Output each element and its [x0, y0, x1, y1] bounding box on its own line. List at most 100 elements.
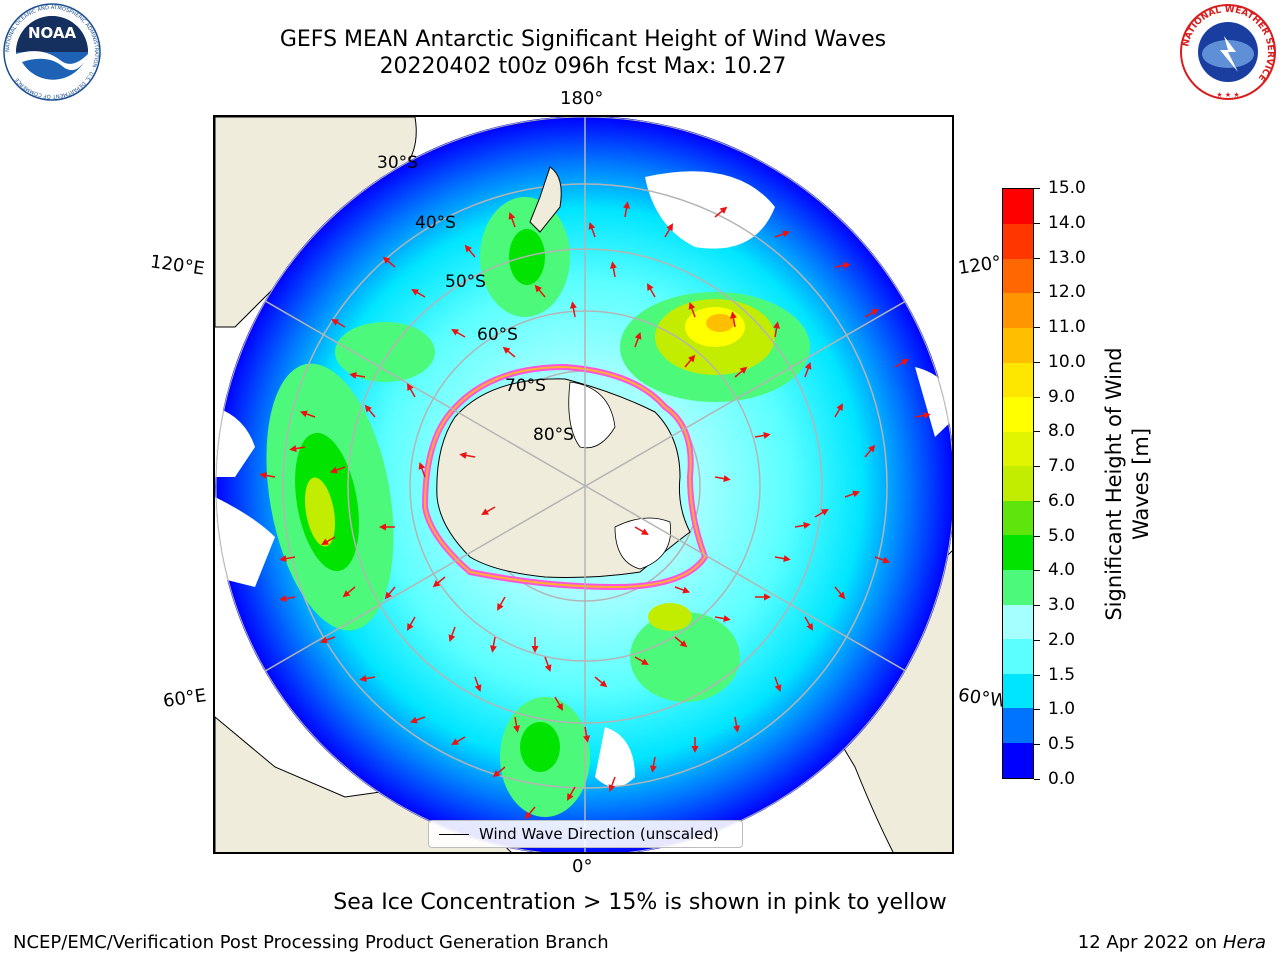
lat-label-50s: 50°S	[445, 272, 486, 292]
lat-label-30s: 30°S	[377, 153, 418, 173]
wind-wave-arrow	[432, 576, 446, 588]
wind-wave-arrow	[379, 523, 395, 531]
sea-ice-note: Sea Ice Concentration > 15% is shown in …	[333, 890, 947, 915]
wind-wave-arrow	[279, 555, 296, 563]
nws-logo: NATIONAL WEATHER SERVICE ★ ★ ★	[1180, 4, 1276, 100]
colorbar-segment	[1003, 500, 1033, 536]
colorbar-segment	[1003, 569, 1033, 605]
wind-wave-arrow	[714, 206, 728, 218]
colorbar-segment	[1003, 673, 1033, 709]
wind-wave-arrow	[608, 776, 616, 793]
wind-wave-arrow	[329, 466, 346, 474]
wind-wave-arrow	[691, 737, 699, 753]
legend-line-sample	[439, 834, 469, 835]
wind-wave-arrow	[623, 201, 631, 218]
wave-blob-drake	[630, 612, 740, 702]
wind-wave-arrow	[864, 444, 876, 458]
colorbar-tick	[1034, 744, 1040, 746]
wind-wave-arrow	[321, 536, 336, 545]
wind-wave-arrow	[834, 261, 851, 269]
colorbar-tick-label: 15.0	[1048, 178, 1086, 198]
colorbar-tick-label: 11.0	[1048, 317, 1086, 338]
wind-wave-arrow	[289, 445, 306, 453]
wind-wave-arrow	[914, 411, 931, 419]
wind-wave-arrow	[773, 321, 781, 338]
noaa-logo: NOAA NATIONAL OCEANIC AND ATMOSPHERIC AD…	[3, 3, 101, 101]
wind-wave-arrows	[259, 201, 931, 820]
wind-wave-arrow	[448, 626, 456, 643]
chart-subtitle: 20220402 t00z 096h fcst Max: 10.27	[379, 54, 787, 79]
lat-label-80s: 80°S	[533, 425, 574, 445]
wind-wave-arrow	[774, 676, 782, 693]
wind-wave-arrow	[342, 586, 356, 598]
colorbar-tick-label: 3.0	[1048, 595, 1076, 616]
wind-wave-arrow	[544, 656, 552, 673]
wind-wave-arrow	[459, 451, 476, 459]
colorbar-title-line1: Significant Height of Wind	[1102, 347, 1126, 621]
colorbar-tick	[1034, 396, 1040, 398]
colorbar-tick	[1034, 605, 1040, 607]
wind-wave-arrow	[774, 555, 791, 563]
wind-wave-arrow	[594, 676, 608, 688]
wind-wave-arrow	[489, 636, 497, 653]
polar-map	[215, 117, 952, 852]
colorbar-tick-label: 12.0	[1048, 282, 1086, 303]
colorbar-segment	[1003, 327, 1033, 363]
colorbar-tick	[1034, 779, 1040, 780]
wind-wave-arrow	[349, 371, 366, 379]
colorbar-tick	[1034, 361, 1040, 363]
weddell-ice-shelf	[614, 517, 672, 570]
wind-wave-arrow	[407, 383, 416, 398]
colorbar-tick	[1034, 222, 1040, 224]
colorbar-tick	[1034, 188, 1040, 189]
wind-wave-arrow	[513, 716, 521, 733]
meridian-label-60e: 60°E	[161, 685, 208, 712]
wind-wave-arrow	[319, 636, 336, 644]
wind-wave-arrow	[634, 656, 649, 665]
wind-wave-arrow	[502, 346, 516, 358]
colorbar-tick-label: 10.0	[1048, 351, 1086, 372]
colorbar-segment	[1003, 361, 1033, 398]
meridians	[215, 117, 952, 852]
wind-wave-arrow	[531, 637, 539, 653]
wind-wave-arrow	[279, 595, 296, 603]
colorbar-title-line2: Waves [m]	[1129, 427, 1153, 541]
colorbar-tick-label: 8.0	[1048, 421, 1076, 442]
wind-wave-arrow	[894, 359, 909, 368]
colorbar-tick	[1034, 500, 1040, 502]
machine-name: Hera	[1222, 932, 1266, 953]
wind-wave-arrow	[508, 211, 516, 228]
lat-label-60s: 60°S	[477, 325, 518, 345]
colorbar-tick-label: 4.0	[1048, 560, 1076, 581]
colorbar-segment	[1003, 223, 1033, 259]
meridian-label-120w: 120°	[956, 252, 1003, 279]
date-text: 12 Apr 2022	[1077, 932, 1190, 953]
wind-wave-arrow	[634, 526, 649, 535]
noaa-logo-text: NOAA	[28, 24, 77, 42]
wind-wave-arrow	[674, 636, 688, 648]
wind-wave-arrow	[804, 616, 813, 631]
colorbar-tick-label: 5.0	[1048, 525, 1076, 546]
colorbar-tick	[1034, 709, 1040, 711]
wind-wave-arrow	[567, 786, 576, 801]
colorbar-segment	[1003, 465, 1033, 501]
colorbar	[1002, 188, 1034, 779]
wind-wave-arrow	[534, 284, 546, 298]
map-panel[interactable]: 30°S 40°S 50°S 60°S 70°S 80°S Wind Wave …	[213, 115, 954, 854]
wind-wave-arrow	[804, 361, 812, 378]
wind-wave-arrow	[554, 696, 563, 711]
colorbar-segment	[1003, 258, 1033, 294]
colorbar-tick	[1034, 674, 1040, 676]
colorbar-tick	[1034, 570, 1040, 572]
wind-wave-arrow	[729, 311, 737, 328]
wind-wave-arrow	[464, 244, 476, 258]
colorbar-tick-label: 1.0	[1048, 699, 1076, 720]
date-line: 12 Apr 2022 on Hera	[1078, 932, 1266, 953]
colorbar-segment	[1003, 431, 1033, 467]
meridian-label-120e: 120°E	[148, 251, 206, 280]
wind-wave-arrow	[524, 806, 536, 820]
colorbar-tick-label: 7.0	[1048, 456, 1076, 477]
wind-wave-arrow	[359, 675, 376, 683]
wind-wave-arrow	[734, 366, 748, 378]
wind-wave-arrow	[407, 616, 416, 631]
